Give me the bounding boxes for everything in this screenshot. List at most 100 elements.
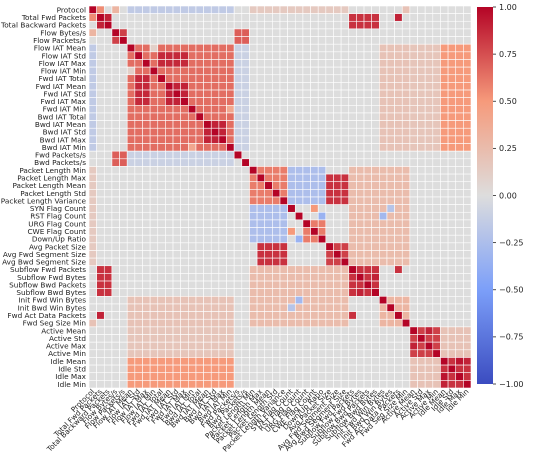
- heatmap-cell: [195, 13, 204, 22]
- heatmap-cell: [203, 296, 212, 305]
- y-tick-label: Packet Length Variance: [1, 196, 87, 205]
- heatmap-cell: [96, 89, 105, 98]
- heatmap-cell: [394, 250, 403, 259]
- heatmap-cell: [440, 219, 449, 228]
- heatmap-cell: [241, 112, 250, 121]
- heatmap-cell: [172, 341, 181, 351]
- heatmap-cell: [142, 127, 151, 137]
- heatmap-cell: [233, 227, 243, 236]
- heatmap-cell: [195, 364, 204, 374]
- heatmap-cell: [165, 341, 174, 351]
- colorbar-tick-label: −0.50: [499, 286, 524, 295]
- heatmap-cell: [180, 296, 189, 305]
- heatmap-cell: [302, 273, 311, 282]
- heatmap-cell: [394, 280, 403, 289]
- heatmap-cell: [348, 211, 357, 221]
- heatmap-cell: [203, 158, 212, 167]
- heatmap-cell: [463, 97, 472, 106]
- heatmap-cell: [356, 189, 365, 198]
- heatmap-cell: [363, 36, 372, 45]
- heatmap-cell: [447, 150, 457, 160]
- heatmap-cell: [401, 296, 411, 305]
- heatmap-cell: [356, 242, 365, 251]
- heatmap-cell: [88, 326, 97, 335]
- heatmap-cell: [233, 173, 243, 183]
- heatmap-cell: [401, 66, 411, 76]
- heatmap-cell: [256, 364, 266, 374]
- heatmap-cell: [310, 143, 319, 152]
- heatmap-cell: [394, 318, 403, 328]
- heatmap-cell: [264, 59, 273, 68]
- heatmap-cell: [333, 341, 342, 351]
- heatmap-cell: [287, 51, 296, 60]
- heatmap-cell: [379, 143, 388, 152]
- heatmap-cell: [317, 380, 327, 389]
- heatmap-cell: [210, 234, 220, 244]
- heatmap-cell: [134, 112, 143, 121]
- heatmap-cell: [440, 135, 449, 144]
- heatmap-cell: [126, 234, 136, 244]
- heatmap-cell: [249, 82, 258, 91]
- heatmap-cell: [386, 13, 395, 22]
- heatmap-cell: [455, 89, 464, 98]
- heatmap-cell: [157, 227, 166, 236]
- heatmap-cell: [149, 82, 159, 91]
- heatmap-cell: [203, 143, 212, 152]
- heatmap-cell: [287, 181, 296, 190]
- heatmap-cell: [126, 303, 136, 312]
- heatmap-cell: [188, 326, 197, 335]
- heatmap-cell: [226, 303, 235, 312]
- heatmap-cell: [126, 82, 136, 91]
- heatmap-cell: [463, 66, 472, 76]
- heatmap-cell: [126, 296, 136, 305]
- heatmap-cell: [195, 74, 204, 83]
- heatmap-cell: [440, 234, 449, 244]
- heatmap-cell: [287, 166, 296, 175]
- heatmap-cell: [103, 143, 113, 152]
- colorbar-tick-label: 0.50: [499, 97, 517, 106]
- heatmap-cell: [157, 234, 166, 244]
- heatmap-cell: [256, 311, 266, 320]
- heatmap-cell: [241, 43, 250, 53]
- heatmap-cell: [233, 143, 243, 152]
- heatmap-cell: [356, 296, 365, 305]
- heatmap-cell: [440, 334, 449, 343]
- heatmap-cell: [394, 211, 403, 221]
- heatmap-cell: [88, 265, 97, 274]
- heatmap-cell: [142, 280, 151, 289]
- heatmap-cell: [134, 13, 143, 22]
- heatmap-cell: [455, 326, 464, 335]
- heatmap-cell: [348, 303, 357, 312]
- heatmap-cell: [249, 265, 258, 274]
- heatmap-cell: [302, 59, 311, 68]
- heatmap-cell: [103, 5, 113, 14]
- heatmap-cell: [463, 288, 472, 297]
- heatmap-cell: [333, 166, 342, 175]
- heatmap-cell: [218, 280, 227, 289]
- heatmap-cell: [340, 280, 350, 289]
- heatmap-cell: [424, 318, 434, 328]
- heatmap-cell: [180, 250, 189, 259]
- heatmap-cell: [203, 89, 212, 98]
- heatmap-cell: [88, 127, 97, 137]
- heatmap-cell: [302, 82, 311, 91]
- heatmap-cell: [103, 273, 113, 282]
- heatmap-cell: [241, 364, 250, 374]
- heatmap-cell: [310, 303, 319, 312]
- heatmap-cell: [226, 143, 235, 152]
- heatmap-cell: [447, 43, 457, 53]
- heatmap-cell: [417, 97, 426, 106]
- heatmap-cell: [249, 280, 258, 289]
- heatmap-cell: [172, 318, 181, 328]
- heatmap-cell: [325, 59, 334, 68]
- heatmap-cell: [134, 273, 143, 282]
- heatmap-cell: [134, 43, 143, 53]
- heatmap-cell: [356, 288, 365, 297]
- heatmap-cell: [180, 28, 189, 37]
- heatmap-cell: [210, 43, 220, 53]
- heatmap-cell: [195, 181, 204, 190]
- heatmap-cell: [363, 59, 372, 68]
- heatmap-cell: [126, 349, 136, 358]
- heatmap-cell: [394, 13, 403, 22]
- heatmap-cell: [294, 51, 304, 60]
